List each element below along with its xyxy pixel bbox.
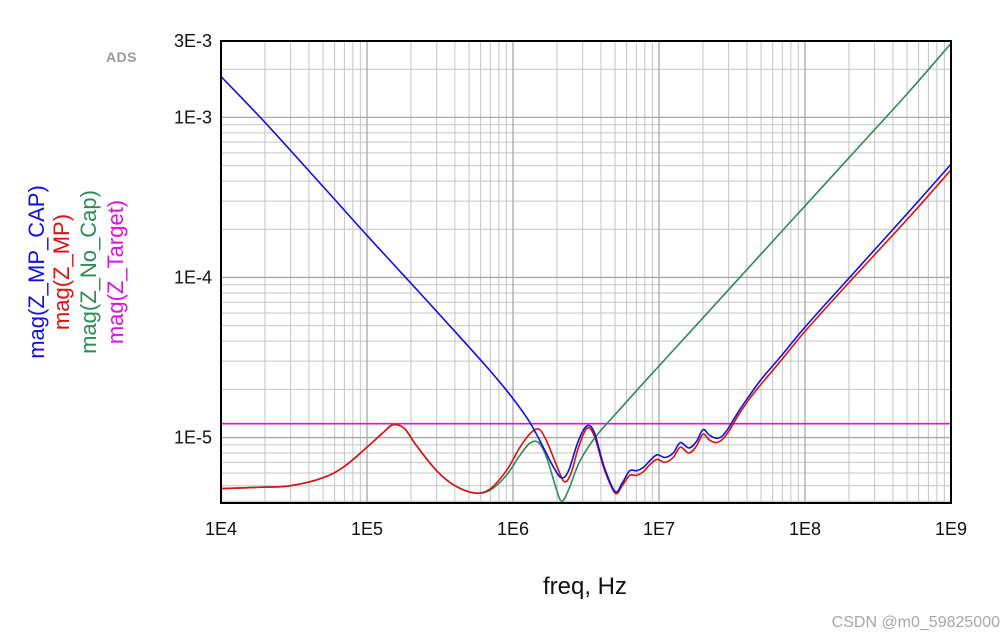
y-tick-label: 1E-5: [174, 428, 212, 448]
y-tick-labels: 1E-5 1E-4 1E-3 3E-3: [174, 31, 212, 448]
watermark: CSDN @m0_59825000: [832, 614, 1000, 631]
legend: mag(Z_MP_CAP) mag(Z_MP) mag(Z_No_Cap) mag(Z…: [24, 185, 128, 359]
legend-entry-mag-z-mp: mag(Z_MP): [49, 214, 74, 330]
ads-logo: ADS: [106, 49, 137, 65]
x-tick-label: 1E4: [205, 519, 237, 539]
x-tick-label: 1E5: [351, 519, 383, 539]
y-tick-label: 1E-3: [174, 107, 212, 127]
x-tick-label: 1E9: [935, 519, 967, 539]
series-line-mag-z-mp-cap: [220, 75, 952, 493]
legend-entry-mag-z-no-cap: mag(Z_No_Cap): [76, 190, 101, 354]
legend-entry-mag-z-mp-cap: mag(Z_MP_CAP): [24, 185, 49, 359]
x-tick-label: 1E7: [643, 519, 675, 539]
y-tick-label: 1E-4: [174, 267, 212, 287]
series-layer: [220, 42, 952, 503]
plot-frame: [220, 40, 952, 504]
x-tick-label: 1E8: [789, 519, 821, 539]
x-tick-label: 1E6: [497, 519, 529, 539]
x-tick-labels: 1E4 1E5 1E6 1E7 1E8 1E9: [205, 519, 967, 539]
legend-entry-mag-z-target: mag(Z_Target): [103, 200, 128, 344]
x-axis-title: freq, Hz: [543, 573, 627, 600]
y-tick-label: 3E-3: [174, 31, 212, 51]
